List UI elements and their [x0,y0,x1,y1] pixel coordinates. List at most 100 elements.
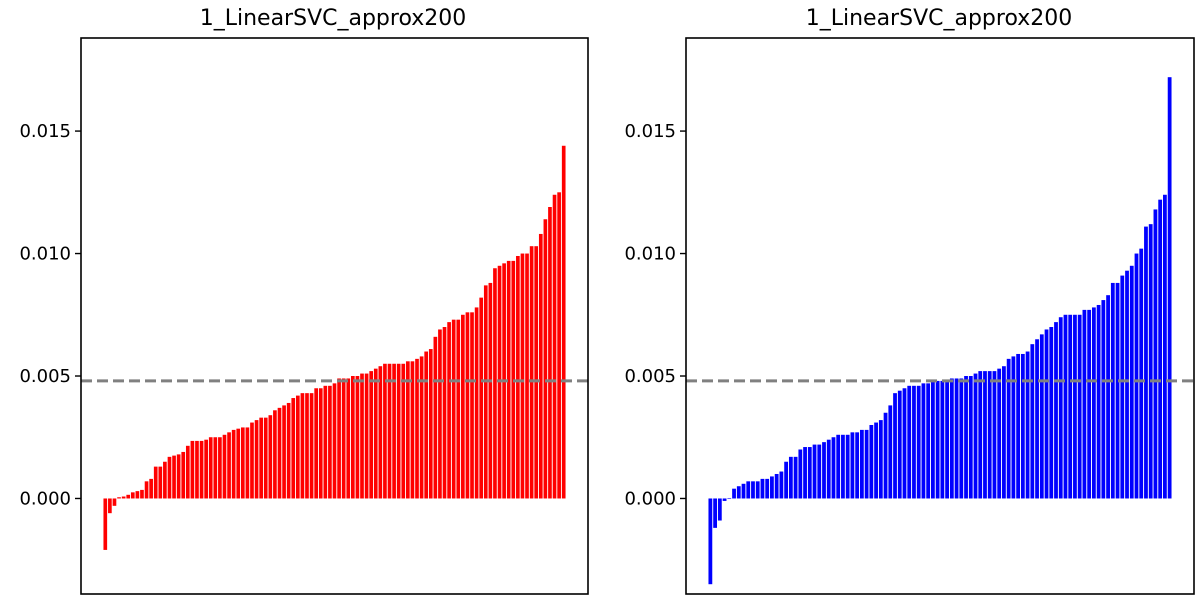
right-bar [822,442,826,499]
right-bar [859,429,864,499]
left-bar [428,349,433,499]
left-bar [415,358,419,499]
left-bar [392,363,396,499]
left-bar [254,420,259,499]
right-bar [978,371,983,499]
left-bar [561,145,566,499]
left-bar [121,496,126,499]
right-bar [784,461,789,499]
left-plot-frame [80,37,589,595]
right-bar [1087,309,1092,499]
left-bar [493,268,497,499]
left-bar [401,363,406,499]
left-bar [195,440,199,499]
right-bar [1134,253,1139,499]
right-bar [1002,366,1006,499]
left-bar [355,376,360,499]
right-bar [912,385,916,499]
left-bar [126,494,131,499]
left-bar [373,368,378,499]
left-bar [461,314,465,499]
left-bar [447,322,451,499]
left-bar [332,383,337,499]
left-y-tick-label: 0.000 [19,488,71,509]
left-bar [135,491,140,499]
left-bar [163,461,167,499]
left-y-tick-label: 0.005 [19,366,71,387]
right-bar [1073,314,1077,499]
left-bar [204,439,208,499]
right-bar [855,432,860,499]
left-bar [456,319,461,499]
right-bar [1115,282,1120,499]
left-bar [218,437,222,499]
right-bar [987,371,992,499]
left-bar [277,407,282,499]
right-bar [836,434,841,499]
right-bar [793,456,798,499]
right-bar [1016,353,1021,499]
right-bar [779,471,784,499]
right-bar [1101,300,1106,499]
left-bar [424,351,429,499]
left-bar [410,361,415,499]
left-bar [525,253,529,499]
right-bar [883,412,888,499]
right-bar [1129,265,1134,499]
left-bar [451,319,456,499]
right-bar [841,434,845,499]
right-bar [1035,339,1039,499]
right-bar [727,497,732,499]
left-bar [328,385,332,499]
right-bar [732,488,736,499]
right-bar [964,376,968,499]
right-bar [1096,304,1101,499]
left-bar [149,478,153,499]
right-bar [817,444,822,499]
right-bar [874,422,878,499]
left-bar [433,336,438,499]
right-bar [888,405,893,499]
left-bar [552,194,557,499]
left-bar [295,395,300,499]
left-y-tick-label: 0.015 [19,121,71,142]
right-bar [713,498,717,528]
right-bar [1167,77,1172,499]
right-bar [945,380,949,499]
left-bar [479,297,484,499]
right-bar [788,456,793,499]
right-bar [959,378,964,499]
left-bar [176,454,181,499]
left-bar [364,373,369,499]
right-bar [1030,344,1035,499]
left-bar [520,253,525,499]
left-bar [488,282,493,499]
right-bar [803,447,807,499]
right-chart-bars [708,77,1172,585]
left-bar [387,363,392,499]
right-bar [770,476,774,499]
right-bar [807,447,812,499]
right-bar [1058,317,1063,499]
right-y-tick-label: 0.010 [624,244,676,265]
left-bar [360,373,364,499]
right-bar [1039,334,1044,499]
right-bar [973,373,978,499]
left-bar [268,415,273,499]
right-plot-frame [685,37,1195,595]
right-bar [926,383,931,499]
left-bar [506,260,511,499]
right-y-axis: 0.000 0.005 0.010 0.015 [624,121,686,509]
right-bar [708,498,713,585]
left-bar [337,378,341,499]
right-bar [1110,282,1115,499]
left-bar [130,492,135,499]
right-bar [949,378,954,499]
right-bar [1006,358,1011,499]
left-bar [245,427,250,499]
left-bar [305,393,309,499]
left-bar [323,385,328,499]
right-bar [1106,295,1110,499]
